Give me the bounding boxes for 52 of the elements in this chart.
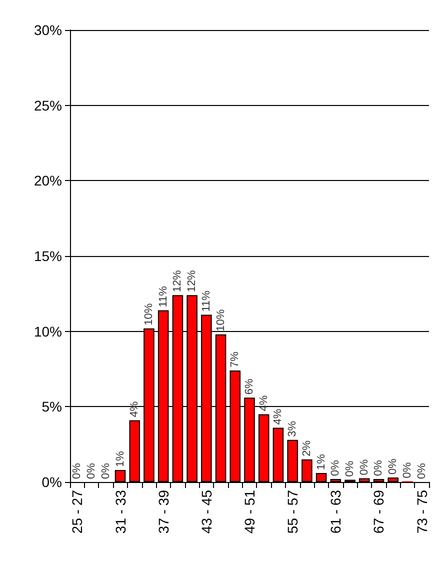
data-label: 11%: [200, 290, 212, 312]
x-tick-label: 55 - 57: [284, 490, 301, 534]
data-label: 0%: [372, 460, 385, 476]
bar: [287, 440, 298, 482]
x-tick-label: 61 - 63: [328, 490, 344, 534]
bar: [302, 459, 312, 482]
data-label: 6%: [244, 378, 256, 395]
data-label: 0%: [416, 462, 428, 479]
data-label: 4%: [128, 401, 141, 418]
bar: [316, 472, 327, 482]
data-label: 0%: [330, 460, 342, 476]
y-tick-label: 30%: [34, 22, 62, 38]
bar: [358, 478, 370, 482]
data-label: 3%: [286, 420, 299, 437]
data-label: 0%: [387, 458, 400, 474]
data-label: 10%: [214, 309, 227, 332]
y-tick-label: 0%: [42, 474, 62, 490]
y-tick-label: 20%: [34, 172, 62, 189]
data-label: 7%: [229, 351, 242, 368]
data-label: 12%: [172, 270, 184, 292]
data-label: 0%: [344, 460, 356, 477]
y-tick-label: 5%: [42, 398, 62, 415]
data-label: 0%: [401, 462, 414, 478]
x-tick-label: 37 - 39: [155, 490, 172, 534]
x-tick-label: 43 - 45: [198, 490, 214, 534]
data-label: 10%: [142, 303, 155, 326]
data-label: 2%: [300, 440, 313, 456]
bar: [258, 414, 270, 482]
x-tick-label: 73 - 75: [414, 490, 430, 534]
bar: [129, 420, 140, 482]
data-label: 0%: [358, 459, 370, 476]
data-label: 0%: [71, 462, 84, 479]
x-tick-label: 67 - 69: [370, 490, 387, 534]
y-tick-label: 10%: [34, 323, 62, 340]
data-label: 4%: [272, 408, 284, 425]
data-label: 1%: [114, 450, 126, 467]
data-label: 11%: [157, 286, 170, 308]
bar: [330, 478, 342, 482]
data-label: 1%: [315, 454, 328, 470]
x-tick-label: 31 - 33: [112, 490, 128, 534]
bar: [373, 478, 384, 482]
bar: [114, 470, 126, 482]
x-tick-label: 25 - 27: [69, 490, 86, 534]
data-label: 4%: [258, 395, 270, 412]
data-label: 12%: [186, 270, 198, 292]
data-label: 0%: [100, 462, 112, 479]
x-tick-label: 49 - 51: [242, 490, 258, 534]
bar: [272, 428, 284, 482]
y-tick-label: 15%: [34, 248, 62, 264]
data-label: 0%: [86, 462, 98, 479]
y-tick-label: 25%: [34, 97, 62, 114]
bar: [388, 477, 398, 482]
